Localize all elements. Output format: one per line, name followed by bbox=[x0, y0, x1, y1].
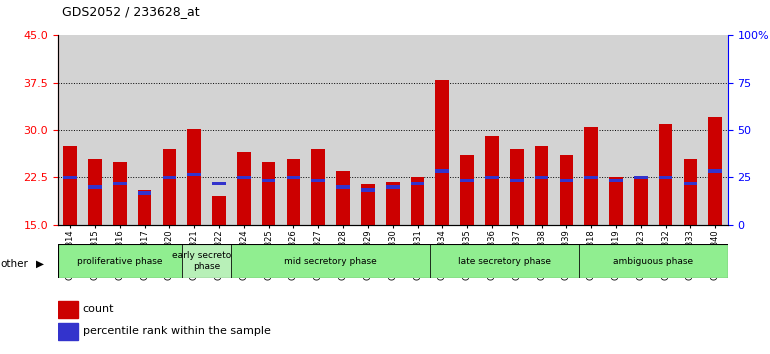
Bar bbox=[286, 159, 300, 225]
Bar bbox=[311, 149, 325, 225]
Bar bbox=[485, 176, 499, 179]
Text: percentile rank within the sample: percentile rank within the sample bbox=[83, 326, 271, 336]
Bar bbox=[336, 185, 350, 189]
Bar bbox=[213, 182, 226, 185]
Bar bbox=[262, 179, 276, 182]
Bar bbox=[659, 124, 672, 225]
Bar bbox=[262, 162, 276, 225]
Text: late secretory phase: late secretory phase bbox=[458, 257, 551, 266]
Bar bbox=[113, 182, 126, 185]
Bar bbox=[634, 177, 648, 225]
Bar bbox=[410, 182, 424, 185]
Bar bbox=[460, 179, 474, 182]
Text: count: count bbox=[83, 304, 115, 314]
Bar bbox=[560, 179, 573, 182]
Bar bbox=[213, 196, 226, 225]
Bar bbox=[138, 192, 152, 195]
Bar bbox=[138, 190, 152, 225]
Bar bbox=[336, 171, 350, 225]
Bar bbox=[63, 176, 77, 179]
Bar bbox=[162, 176, 176, 179]
Bar bbox=[88, 185, 102, 189]
Bar bbox=[485, 136, 499, 225]
Bar bbox=[584, 127, 598, 225]
Bar bbox=[510, 179, 524, 182]
Bar bbox=[584, 176, 598, 179]
Bar bbox=[232, 244, 430, 278]
Bar bbox=[58, 323, 78, 340]
Bar bbox=[182, 244, 232, 278]
Bar bbox=[579, 244, 728, 278]
Bar bbox=[58, 301, 78, 318]
Bar bbox=[708, 170, 722, 173]
Bar bbox=[659, 176, 672, 179]
Bar bbox=[436, 170, 449, 173]
Text: mid secretory phase: mid secretory phase bbox=[284, 257, 377, 266]
Text: ▶: ▶ bbox=[36, 259, 44, 269]
Bar bbox=[684, 182, 698, 185]
Bar bbox=[386, 185, 400, 189]
Bar bbox=[460, 155, 474, 225]
Text: other: other bbox=[0, 259, 28, 269]
Bar bbox=[63, 146, 77, 225]
Bar bbox=[684, 159, 698, 225]
Bar bbox=[560, 155, 573, 225]
Bar bbox=[534, 176, 548, 179]
Bar bbox=[510, 149, 524, 225]
Bar bbox=[386, 182, 400, 225]
Bar bbox=[436, 80, 449, 225]
Bar bbox=[237, 152, 251, 225]
Bar bbox=[708, 118, 722, 225]
Bar bbox=[609, 179, 623, 182]
Bar bbox=[410, 177, 424, 225]
Bar bbox=[311, 179, 325, 182]
Bar bbox=[361, 188, 375, 192]
Bar bbox=[361, 184, 375, 225]
Text: GDS2052 / 233628_at: GDS2052 / 233628_at bbox=[62, 5, 199, 18]
Text: ambiguous phase: ambiguous phase bbox=[613, 257, 693, 266]
Bar bbox=[609, 177, 623, 225]
Bar bbox=[634, 176, 648, 179]
Text: proliferative phase: proliferative phase bbox=[77, 257, 162, 266]
Bar bbox=[162, 149, 176, 225]
Bar bbox=[187, 129, 201, 225]
Bar bbox=[113, 162, 126, 225]
Bar bbox=[237, 176, 251, 179]
Text: early secretory
phase: early secretory phase bbox=[172, 251, 241, 271]
Bar bbox=[430, 244, 579, 278]
Bar bbox=[187, 172, 201, 176]
Bar bbox=[534, 146, 548, 225]
Bar bbox=[286, 176, 300, 179]
Bar bbox=[88, 159, 102, 225]
Bar bbox=[58, 244, 182, 278]
